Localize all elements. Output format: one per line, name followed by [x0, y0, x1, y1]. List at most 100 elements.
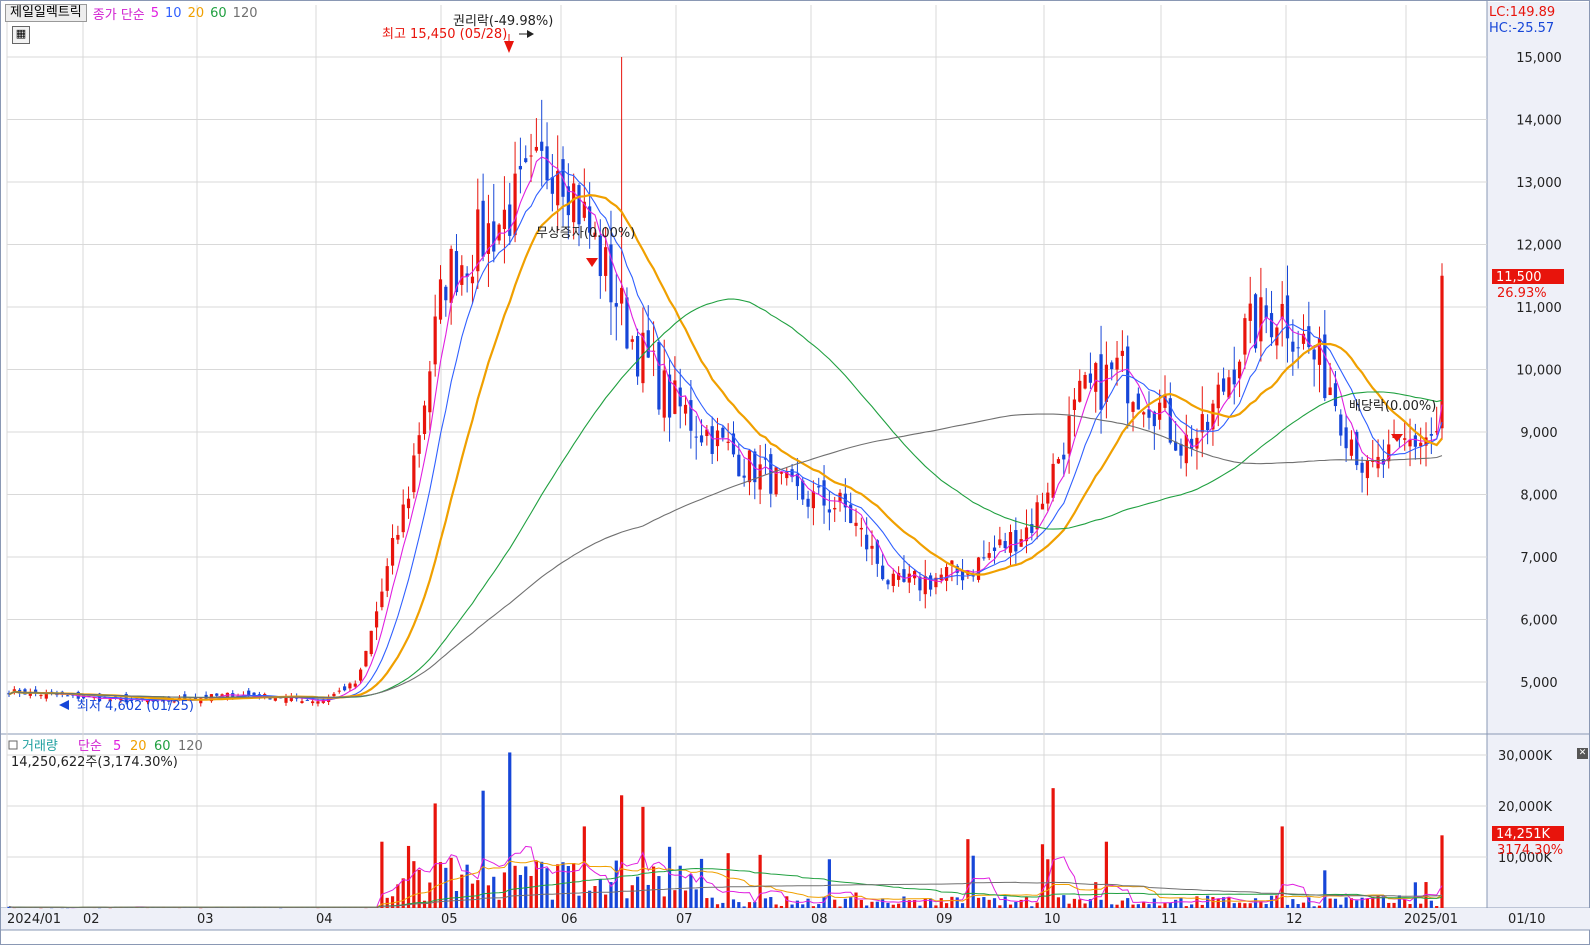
- volume-bar: [801, 904, 805, 908]
- volume-bar: [1056, 897, 1061, 908]
- candle-body: [939, 574, 943, 581]
- volume-bar: [998, 905, 1002, 908]
- candle-body: [300, 701, 304, 704]
- candle-body: [492, 221, 496, 252]
- candle-body: [385, 566, 389, 591]
- volume-bar: [1397, 895, 1401, 908]
- volume-bar: [1376, 895, 1380, 908]
- candle-body: [577, 185, 581, 225]
- candle-body: [657, 341, 661, 410]
- candle-body: [737, 454, 741, 477]
- date-axis-label: 09: [936, 912, 953, 927]
- candle-body: [625, 297, 629, 349]
- candle-body: [460, 265, 464, 285]
- candle-body: [28, 691, 32, 696]
- price-ma-label[interactable]: 종가 단순: [92, 7, 145, 23]
- candle-body: [343, 686, 347, 691]
- volume-bar: [1200, 904, 1204, 908]
- volume-bar: [1333, 898, 1338, 908]
- volume-bar: [1099, 899, 1103, 908]
- ma-120-label[interactable]: 120: [232, 5, 258, 21]
- volume-bar: [1024, 896, 1029, 908]
- price-legend: 제일일렉트릭 종가 단순 5 10 20 60 120: [5, 4, 258, 23]
- volume-ma-60-line: [8, 867, 1443, 908]
- current-volume-tag: [1492, 826, 1564, 841]
- candle-body: [849, 504, 853, 524]
- volume-bar: [433, 803, 437, 908]
- candle-body: [220, 694, 224, 696]
- volume-bar: [1424, 882, 1428, 908]
- volume-bar: [167, 907, 171, 908]
- volume-ma-5-label: 5: [113, 739, 121, 754]
- volume-bar: [380, 841, 384, 908]
- volume-bar: [1067, 903, 1071, 908]
- candle-body: [646, 330, 650, 358]
- candle-body: [1355, 431, 1359, 466]
- volume-bar: [1003, 896, 1007, 908]
- grid-icon[interactable]: ▦: [12, 26, 30, 44]
- candle-body: [268, 697, 272, 700]
- close-icon[interactable]: ✕: [1577, 748, 1588, 759]
- candle-body: [1312, 349, 1316, 360]
- volume-bar: [428, 882, 432, 908]
- candle-body: [886, 580, 890, 585]
- date-axis-label: 05: [441, 912, 458, 927]
- volume-bar: [891, 904, 895, 908]
- volume-bar: [588, 890, 592, 908]
- candle-body: [1147, 409, 1151, 418]
- volume-bar: [1355, 900, 1359, 908]
- candle-body: [918, 576, 922, 591]
- volume-bar: [145, 907, 150, 909]
- volume-bar: [913, 900, 917, 908]
- candle-body: [508, 204, 512, 236]
- ma-10-label[interactable]: 10: [165, 5, 182, 21]
- candle-body: [550, 177, 554, 194]
- candle-body: [960, 570, 965, 581]
- volume-legend-label: 단순: [78, 739, 102, 754]
- ma-5-label[interactable]: 5: [150, 5, 160, 21]
- candle-body: [311, 701, 315, 704]
- volume-bar: [651, 866, 656, 908]
- candle-body: [65, 695, 70, 697]
- ma-60-label[interactable]: 60: [210, 5, 227, 21]
- current-volume-value: 14,251K: [1496, 827, 1550, 842]
- candle-body: [1110, 362, 1114, 370]
- candle-body: [1008, 532, 1013, 553]
- volume-bar: [971, 855, 975, 908]
- volume-bar: [966, 839, 970, 908]
- candle-body: [1126, 346, 1130, 404]
- candle-body: [337, 690, 341, 692]
- candle-body: [454, 251, 459, 293]
- volume-bar: [556, 864, 560, 908]
- volume-bar: [593, 886, 597, 908]
- volume-bar: [987, 899, 991, 908]
- candle-body: [1158, 402, 1162, 420]
- stock-name-button[interactable]: 제일일렉트릭: [5, 4, 87, 22]
- volume-bar: [641, 806, 645, 908]
- candle-body: [1030, 524, 1034, 534]
- volume-bar: [39, 907, 43, 909]
- candle-body: [1419, 442, 1423, 447]
- ma-20-label[interactable]: 20: [187, 5, 205, 21]
- candle-body: [513, 173, 517, 236]
- volume-bar: [625, 898, 629, 908]
- volume-bar: [1126, 898, 1130, 908]
- volume-bar: [1387, 902, 1391, 908]
- volume-bar: [497, 899, 501, 908]
- volume-bar: [582, 826, 586, 908]
- volume-bar: [1312, 906, 1316, 908]
- candle-body: [843, 493, 847, 508]
- volume-bar: [667, 846, 672, 908]
- bonus-marker-arrow: [586, 258, 598, 267]
- volume-bar: [566, 866, 570, 908]
- candle-body: [193, 696, 198, 700]
- volume-bar: [747, 902, 752, 908]
- candle-body: [1062, 454, 1066, 460]
- volume-bar: [849, 897, 853, 908]
- volume-bar: [859, 900, 863, 908]
- volume-bar: [657, 876, 661, 908]
- candle-body: [545, 146, 549, 181]
- candle-body: [1168, 398, 1172, 443]
- candle-body: [12, 689, 16, 691]
